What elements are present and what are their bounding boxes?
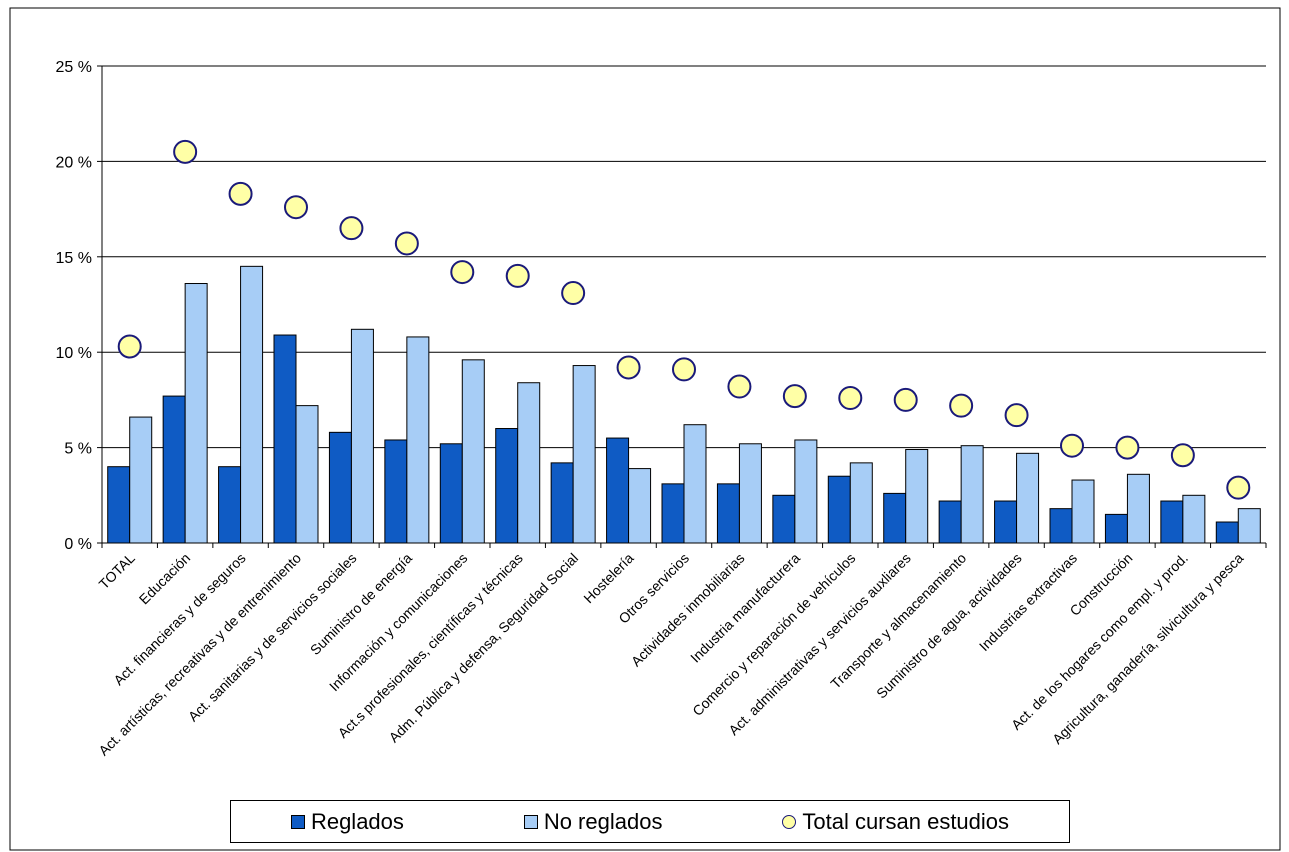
- bar-reglados: [1049, 508, 1073, 544]
- bar-reglados: [162, 395, 186, 544]
- y-tick-labels: 0 % 5 % 10 % 15 % 20 % 25 %: [56, 59, 92, 553]
- markers: [117, 139, 1251, 500]
- bar-no-reglados: [461, 359, 485, 544]
- bar-reglados: [994, 500, 1018, 544]
- y-tick-label: 20 %: [56, 154, 92, 171]
- bar-no-reglados: [240, 265, 264, 544]
- bar-no-reglados: [794, 439, 818, 544]
- bar-reglados: [1215, 521, 1239, 544]
- bar-reglados: [384, 439, 408, 544]
- y-tick-label: 10 %: [56, 345, 92, 362]
- bar-no-reglados: [905, 449, 929, 544]
- bar-reglados: [107, 466, 131, 544]
- bar-reglados: [827, 475, 851, 544]
- bar-reglados: [772, 494, 796, 544]
- marker-total: [838, 385, 863, 410]
- bar-no-reglados: [572, 365, 596, 544]
- bar-no-reglados: [1016, 452, 1040, 544]
- marker-total: [1226, 475, 1251, 500]
- bar-reglados: [495, 428, 519, 544]
- bar-reglados: [661, 483, 685, 544]
- bar-reglados: [550, 462, 574, 544]
- marker-total: [672, 357, 696, 382]
- bar-no-reglados: [350, 328, 374, 544]
- y-tick-label: 0 %: [64, 536, 92, 553]
- bar-no-reglados: [406, 336, 430, 544]
- marker-total: [1060, 433, 1084, 458]
- marker-total: [561, 281, 586, 306]
- bar-reglados: [328, 431, 352, 544]
- bar-no-reglados: [129, 416, 153, 544]
- marker-total: [949, 393, 974, 418]
- marker-total: [284, 195, 308, 220]
- axes: [97, 65, 1267, 548]
- legend-marker-total: [782, 814, 797, 829]
- marker-total: [1115, 435, 1140, 460]
- bar-no-reglados: [683, 424, 707, 544]
- bar-reglados: [716, 483, 740, 544]
- bar-no-reglados: [960, 445, 984, 544]
- marker-total: [394, 231, 419, 256]
- marker-total: [616, 355, 641, 380]
- chart-outer-border: [9, 7, 1281, 851]
- marker-total: [339, 216, 364, 241]
- legend-label-total: Total cursan estudios: [802, 808, 1010, 834]
- legend-swatch-reglados: [290, 814, 305, 829]
- bar-no-reglados: [1182, 494, 1206, 544]
- legend-label-no-reglados: No reglados: [543, 808, 663, 834]
- bar-reglados: [1104, 513, 1128, 544]
- marker-total: [117, 334, 142, 359]
- bar-reglados: [439, 443, 463, 544]
- marker-total: [893, 387, 918, 412]
- legend-item-total: Total cursan estudios: [782, 809, 1009, 835]
- marker-total: [782, 384, 807, 409]
- marker-total: [450, 260, 475, 285]
- bars: [107, 265, 1261, 544]
- bar-reglados: [938, 500, 962, 544]
- marker-total: [505, 263, 530, 288]
- marker-total: [173, 139, 198, 164]
- bar-reglados: [273, 334, 297, 544]
- bar-reglados: [883, 492, 907, 544]
- bar-reglados: [218, 466, 242, 544]
- marker-total: [727, 374, 752, 399]
- marker-total: [228, 181, 253, 206]
- bar-reglados: [1160, 500, 1184, 544]
- legend-item-reglados: Reglados: [290, 808, 404, 835]
- bar-no-reglados: [1237, 508, 1261, 544]
- bar-no-reglados: [295, 405, 319, 544]
- bar-reglados: [606, 437, 630, 544]
- marker-total: [1170, 443, 1195, 468]
- bar-no-reglados: [1126, 473, 1150, 544]
- bar-no-reglados: [184, 283, 208, 544]
- bar-no-reglados: [1071, 479, 1095, 544]
- y-tick-label: 25 %: [56, 59, 92, 76]
- bar-no-reglados: [517, 382, 541, 544]
- legend: Reglados No reglados Total cursan estudi…: [230, 800, 1070, 843]
- y-tick-label: 15 %: [56, 250, 92, 267]
- bar-no-reglados: [738, 443, 762, 544]
- legend-item-no-reglados: No reglados: [523, 808, 663, 835]
- legend-swatch-no-reglados: [523, 814, 538, 829]
- legend-label-reglados: Reglados: [310, 808, 404, 834]
- marker-total: [1004, 403, 1029, 428]
- bar-no-reglados: [628, 468, 652, 544]
- y-tick-label: 5 %: [64, 441, 92, 458]
- bar-no-reglados: [849, 462, 873, 544]
